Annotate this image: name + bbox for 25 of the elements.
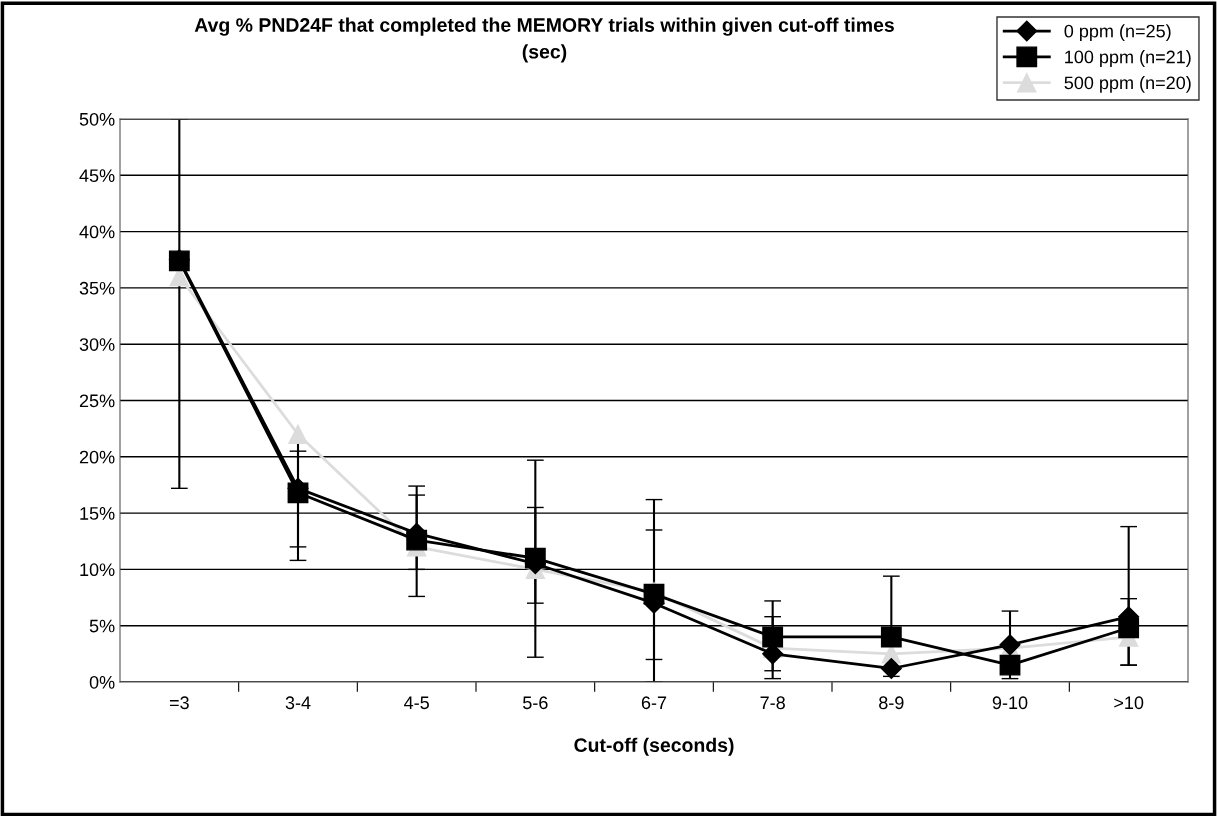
legend-label: 500 ppm (n=20) <box>1064 75 1191 93</box>
x-tick-label: 8-9 <box>879 696 904 710</box>
x-axis-title: Cut-off (seconds) <box>574 737 734 756</box>
x-tick-label: >10 <box>1114 696 1144 710</box>
y-tick-label: 50% <box>79 112 115 126</box>
x-tick-label: 3-4 <box>285 696 311 710</box>
legend-label: 100 ppm (n=21) <box>1065 50 1191 67</box>
y-tick-label: 30% <box>79 338 115 351</box>
y-tick-label: 0% <box>89 675 115 689</box>
x-tick-label: 4-5 <box>404 696 429 710</box>
y-tick-label: 10% <box>80 563 115 577</box>
y-tick-label: 45% <box>79 169 115 183</box>
y-tick-label: 25% <box>79 394 115 408</box>
x-tick-label: 9-10 <box>992 696 1028 710</box>
x-tick-label: 5-6 <box>523 696 548 710</box>
y-tick-label: 40% <box>79 225 115 239</box>
y-tick-label: 5% <box>89 619 115 633</box>
x-tick-label: =3 <box>169 696 189 710</box>
y-tick-label: 20% <box>79 450 115 464</box>
y-tick-label: 15% <box>80 507 115 520</box>
legend-label: 0 ppm (n=25) <box>1064 24 1171 42</box>
chart-title: Avg % PND24F that completed the MEMORY trials within given cut-off times (sec) <box>194 17 894 63</box>
x-tick-label: 7-8 <box>760 696 785 710</box>
y-tick-label: 35% <box>79 281 115 295</box>
x-tick-label: 6-7 <box>641 696 667 710</box>
